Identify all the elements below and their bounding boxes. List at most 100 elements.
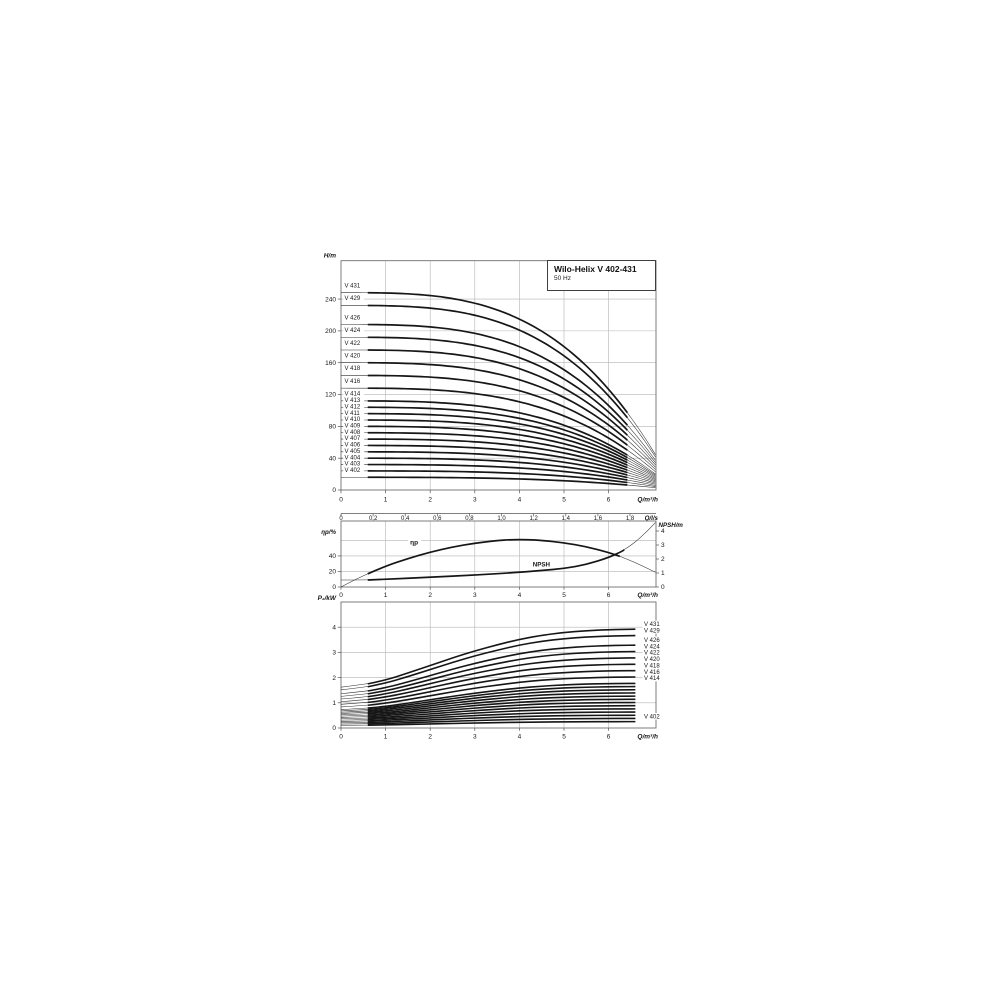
curve-label-bg (343, 294, 365, 302)
power-curve-V-414 (367, 682, 636, 709)
ls-axis-unit-label: Q/l/s (645, 515, 659, 522)
curve-label-bg (343, 460, 365, 467)
curve-label-bg (642, 649, 665, 656)
y-tick-label: 3 (332, 650, 336, 657)
y-tick-label: 0 (332, 487, 336, 494)
eta-tick-label: 0 (332, 584, 336, 591)
head-curve-V-429 (367, 304, 628, 419)
curve-label-bg (343, 453, 365, 461)
curve-label-bg (642, 626, 665, 634)
head-curve-V-405 (367, 457, 628, 479)
y-tick-label: 40 (329, 455, 337, 462)
x-tick-label: 5 (562, 734, 566, 741)
ls-tick-label: 1,6 (594, 516, 603, 522)
ls-tick-label: 1,8 (626, 516, 635, 522)
head-curve-V-408 (367, 438, 628, 471)
curve-label-bg (343, 377, 365, 384)
curve-label-bg (343, 313, 365, 321)
ls-tick-label: 1,4 (562, 516, 571, 522)
power-curves (340, 628, 636, 726)
power-curve-V-406 (367, 708, 636, 721)
curve-label-V-410: V 410 (345, 417, 361, 423)
curve-label-V-405: V 405 (345, 449, 361, 455)
x-tick-label: 6 (607, 734, 611, 741)
x-tick-label: 4 (518, 592, 522, 599)
power-curve-V-403 (367, 717, 636, 725)
y-tick-label: 0 (332, 725, 336, 732)
x-tick-label: 0 (339, 497, 343, 504)
curve-label-bg (343, 466, 365, 474)
power-curve-V-412 (367, 688, 636, 712)
power-curve-V-416 (367, 676, 636, 707)
curve-label-bg (343, 434, 365, 442)
power-curve-V-422 (367, 657, 636, 698)
x-tick-label: 2 (428, 592, 432, 599)
ls-tick-label: 1,0 (497, 516, 506, 522)
ls-tick-label: 0,4 (401, 516, 410, 522)
power-label-V-402: V 402 (644, 714, 660, 720)
chart-title: Wilo-Helix V 402-431 (554, 264, 637, 274)
curve-label-V-402: V 402 (345, 468, 361, 474)
power-curve-V-420 (367, 663, 636, 701)
eta-curve (367, 538, 621, 575)
x-axis-unit-label: Q/m³/h (637, 497, 658, 504)
curve-label-V-409: V 409 (345, 424, 361, 430)
power-label-V-420: V 420 (644, 657, 660, 663)
curve-label-V-431: V 431 (345, 283, 361, 289)
eta-curve-label: ηp (410, 540, 418, 547)
x-tick-label: 4 (518, 734, 522, 741)
npsh-tick-label: 1 (661, 570, 665, 577)
gridlines (341, 521, 656, 587)
curve-label-V-403: V 403 (345, 462, 361, 468)
head-curve-V-406 (367, 450, 628, 476)
x-tick-label: 3 (473, 734, 477, 741)
npsh-tick-label: 3 (661, 542, 665, 549)
power-curve-V-408 (367, 701, 636, 718)
chart-title-box: Wilo-Helix V 402-431 50 Hz (547, 260, 656, 291)
curve-label-V-408: V 408 (345, 430, 361, 436)
x-tick-label: 2 (428, 497, 432, 504)
curve-label-bg (343, 441, 365, 448)
head-curve-V-407 (367, 444, 628, 474)
ls-tick-label: 0,2 (369, 516, 378, 522)
head-curve-V-409 (367, 431, 628, 469)
curve-label-bg (343, 396, 365, 404)
power-curve-V-429 (367, 634, 636, 688)
power-label-V-416: V 416 (644, 670, 660, 676)
curve-label-bg (343, 364, 365, 372)
x-axis-unit-label: Q/m³/h (637, 734, 658, 741)
y-tick-label: 80 (329, 424, 337, 431)
head-curve-V-431 (367, 291, 629, 414)
head-curve-V-411 (367, 419, 628, 464)
chart-frequency: 50 Hz (554, 274, 571, 282)
npsh-tick-label: 0 (661, 584, 665, 591)
power-label-V-424: V 424 (644, 644, 660, 650)
head-curve-V-404 (367, 463, 628, 481)
x-tick-label: 1 (384, 497, 388, 504)
npsh-tick-label: 2 (661, 556, 665, 563)
ls-tick-label: 1,2 (530, 516, 539, 522)
curve-label-V-413: V 413 (345, 398, 361, 404)
curve-label-bg (530, 560, 552, 568)
x-tick-label: 0 (339, 592, 343, 599)
curve-label-bg (343, 281, 365, 289)
curve-label-V-418: V 418 (345, 366, 361, 372)
y-tick-label: 4 (332, 624, 336, 631)
head-curve-V-414 (367, 400, 628, 456)
curve-label-V-407: V 407 (345, 436, 361, 442)
curve-label-bg (343, 415, 365, 423)
head-curve-V-403 (367, 470, 628, 484)
y-tick-label: 120 (325, 392, 336, 399)
x-tick-label: 4 (518, 497, 522, 504)
power-label-V-429: V 429 (644, 628, 660, 634)
head-curve-labels: V 431 V 429 V 426 V 424 V 422 V 420 V 418 V 416… (343, 281, 365, 474)
curve-label-bg (642, 668, 665, 676)
npsh-curve (367, 549, 625, 581)
power-curve-V-426 (367, 644, 636, 692)
y-axis-unit-label: H/m (324, 253, 337, 260)
curve-label-bg (343, 409, 365, 416)
x-tick-label: 6 (607, 592, 611, 599)
